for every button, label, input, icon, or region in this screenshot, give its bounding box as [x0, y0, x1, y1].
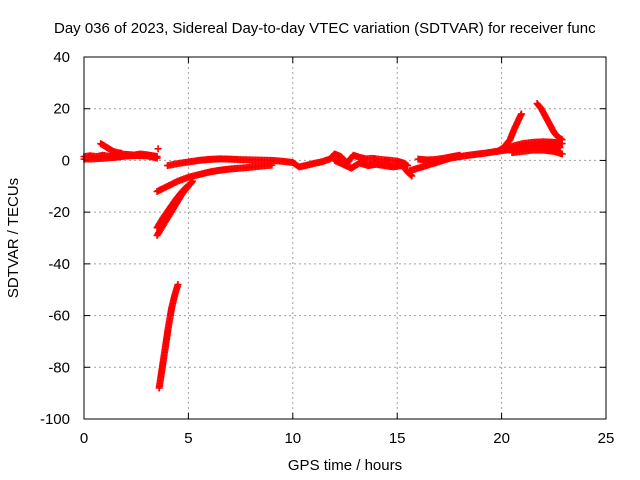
y-tick-label: 40 [53, 49, 70, 66]
y-axis-label: SDTVAR / TECUs [5, 178, 22, 298]
data-point-marker [517, 110, 525, 118]
y-tick-label: -60 [48, 308, 70, 325]
data-point-marker [154, 145, 162, 153]
x-tick-label: 20 [493, 430, 510, 447]
x-axis-label: GPS time / hours [288, 457, 402, 474]
data-point-marker [184, 181, 192, 189]
data-point-marker [183, 182, 191, 190]
x-tick-label: 10 [284, 430, 301, 447]
y-tick-label: -40 [48, 256, 70, 273]
data-point-marker [153, 154, 161, 162]
data-series [80, 100, 566, 392]
chart-title: Day 036 of 2023, Sidereal Day-to-day VTE… [54, 20, 596, 37]
tick-labels: 0 5 10 15 20 25 -100 -80 -60 -40 -20 0 20 40 [40, 49, 614, 447]
data-point-marker [558, 150, 566, 158]
data-series-group [80, 100, 566, 392]
x-tick-label: 25 [598, 430, 615, 447]
x-tick-label: 15 [389, 430, 406, 447]
y-tick-label: -80 [48, 359, 70, 376]
data-point-marker [174, 281, 182, 289]
x-tick-label: 0 [80, 430, 88, 447]
y-tick-label: 20 [53, 101, 70, 118]
x-tick-label: 5 [184, 430, 192, 447]
plot-frame [83, 56, 607, 420]
y-tick-label: 0 [62, 152, 70, 169]
y-tick-label: -20 [48, 204, 70, 221]
data-point-marker [558, 136, 566, 144]
y-tick-label: -100 [40, 411, 70, 428]
data-point-marker [456, 151, 464, 159]
